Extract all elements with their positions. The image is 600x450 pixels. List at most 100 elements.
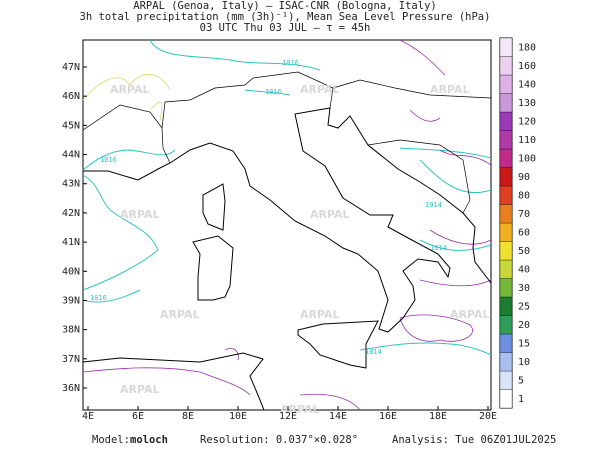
colorbar-label: 30 <box>518 283 530 294</box>
isobar-label: 1016 <box>90 294 107 302</box>
lat-tick-label: 45N <box>62 120 80 131</box>
isobar <box>82 149 176 291</box>
colorbar-label: 140 <box>518 79 536 90</box>
footer-analysis: Analysis: Tue 06Z01JUL2025 <box>392 434 556 446</box>
colorbar-label: 40 <box>518 264 530 275</box>
lat-tick-label: 39N <box>62 295 80 306</box>
colorbar-label: 10 <box>518 357 530 368</box>
lon-tick-label: 4E <box>82 411 94 422</box>
colorbar-label: 160 <box>518 61 536 72</box>
lon-tick-label: 12E <box>279 411 297 422</box>
footer-resolution: Resolution: 0.037°×0.028° <box>200 434 358 446</box>
colorbar-label: 1 <box>518 394 524 405</box>
lon-tick-label: 20E <box>479 411 497 422</box>
colorbar-label: 90 <box>518 172 530 183</box>
lon-tick-label: 16E <box>379 411 397 422</box>
map-frame <box>82 39 492 411</box>
lon-tick-label: 18E <box>429 411 447 422</box>
lon-tick-label: 6E <box>132 411 144 422</box>
colorbar-box <box>499 241 513 261</box>
lat-tick-label: 40N <box>62 266 80 277</box>
colorbar-box <box>499 315 513 335</box>
colorbar-box <box>499 259 513 279</box>
watermark: ARPAL <box>110 83 150 96</box>
lon-tick-label: 8E <box>182 411 194 422</box>
precip-contour <box>399 39 492 166</box>
lon-tick-label: 14E <box>329 411 347 422</box>
colorbar-box <box>499 278 513 298</box>
watermark: ARPAL <box>430 83 470 96</box>
colorbar-box <box>499 352 513 372</box>
lat-tick-label: 41N <box>62 237 80 248</box>
colorbar-box <box>499 130 513 150</box>
colorbar-label: 70 <box>518 209 530 220</box>
colorbar-box <box>499 296 513 316</box>
header-line: 3h total precipitation (mm (3h)⁻¹), Mean… <box>80 11 491 23</box>
colorbar-box <box>499 222 513 242</box>
colorbar-label: 120 <box>518 116 536 127</box>
header-line: ARPAL (Genoa, Italy) – ISAC-CNR (Bologna… <box>133 0 436 12</box>
lat-tick-label: 43N <box>62 179 80 190</box>
isobar <box>244 89 291 96</box>
colorbar-label: 100 <box>518 153 536 164</box>
colorbar-box <box>499 204 513 224</box>
watermark: ARPAL <box>160 308 200 321</box>
isobar <box>149 39 321 71</box>
colorbar-label: 15 <box>518 338 530 349</box>
watermark: ARPAL <box>120 208 160 221</box>
precip-contour <box>399 314 473 342</box>
colorbar-label: 130 <box>518 98 536 109</box>
colorbar-box <box>499 185 513 205</box>
colorbar-label: 50 <box>518 246 530 257</box>
colorbar-label: 60 <box>518 227 530 238</box>
footer-model: moloch <box>130 434 168 446</box>
footer-label: Model: <box>92 434 130 446</box>
colorbar-box <box>499 74 513 94</box>
lat-tick-label: 44N <box>62 150 80 161</box>
colorbar-label: 20 <box>518 320 530 331</box>
map-area <box>82 39 492 411</box>
isobar <box>419 239 492 251</box>
region-line <box>82 73 171 121</box>
colorbar-box <box>499 370 513 390</box>
colorbar-box <box>499 389 513 409</box>
island <box>192 235 234 301</box>
colorbar: 1510152025304050607080901001101201301401… <box>499 37 536 409</box>
isobar-label: 1014 <box>430 244 447 252</box>
lat-tick-label: 46N <box>62 91 80 102</box>
isobar-label: 1014 <box>425 201 442 209</box>
colorbar-box <box>499 333 513 353</box>
colorbar-box <box>499 167 513 187</box>
isobar-label: 1016 <box>282 59 299 67</box>
coastline <box>83 107 492 333</box>
coastline <box>82 352 265 411</box>
header-line: 03 UTC Thu 03 JUL – τ = 45h <box>200 22 371 34</box>
colorbar-box <box>499 37 513 57</box>
lat-tick-label: 37N <box>62 354 80 365</box>
colorbar-box <box>499 148 513 168</box>
colorbar-box <box>499 56 513 76</box>
border <box>82 71 492 214</box>
colorbar-label: 110 <box>518 135 536 146</box>
colorbar-label: 80 <box>518 190 530 201</box>
lon-tick-label: 10E <box>229 411 247 422</box>
isobar <box>399 147 492 194</box>
watermark: ARPAL <box>280 403 320 416</box>
watermarks: ARPAL ARPAL ARPAL ARPAL ARPAL ARPAL ARPAL ARPAL… <box>110 83 490 416</box>
island <box>297 320 379 369</box>
isobar-label: 1016 <box>100 156 117 164</box>
colorbar-box <box>499 111 513 131</box>
isobar-label: 1016 <box>265 88 282 96</box>
lat-tick-label: 47N <box>62 62 80 73</box>
precip-contour <box>82 229 492 411</box>
colorbar-label: 180 <box>518 42 536 53</box>
isobar-label: 1014 <box>365 348 382 356</box>
watermark: ARPAL <box>450 308 490 321</box>
lat-tick-label: 36N <box>62 383 80 394</box>
lat-tick-label: 38N <box>62 325 80 336</box>
watermark: ARPAL <box>300 83 340 96</box>
colorbar-label: 25 <box>518 301 530 312</box>
isobar <box>82 289 141 303</box>
watermark: ARPAL <box>120 383 160 396</box>
colorbar-label: 5 <box>518 375 524 386</box>
